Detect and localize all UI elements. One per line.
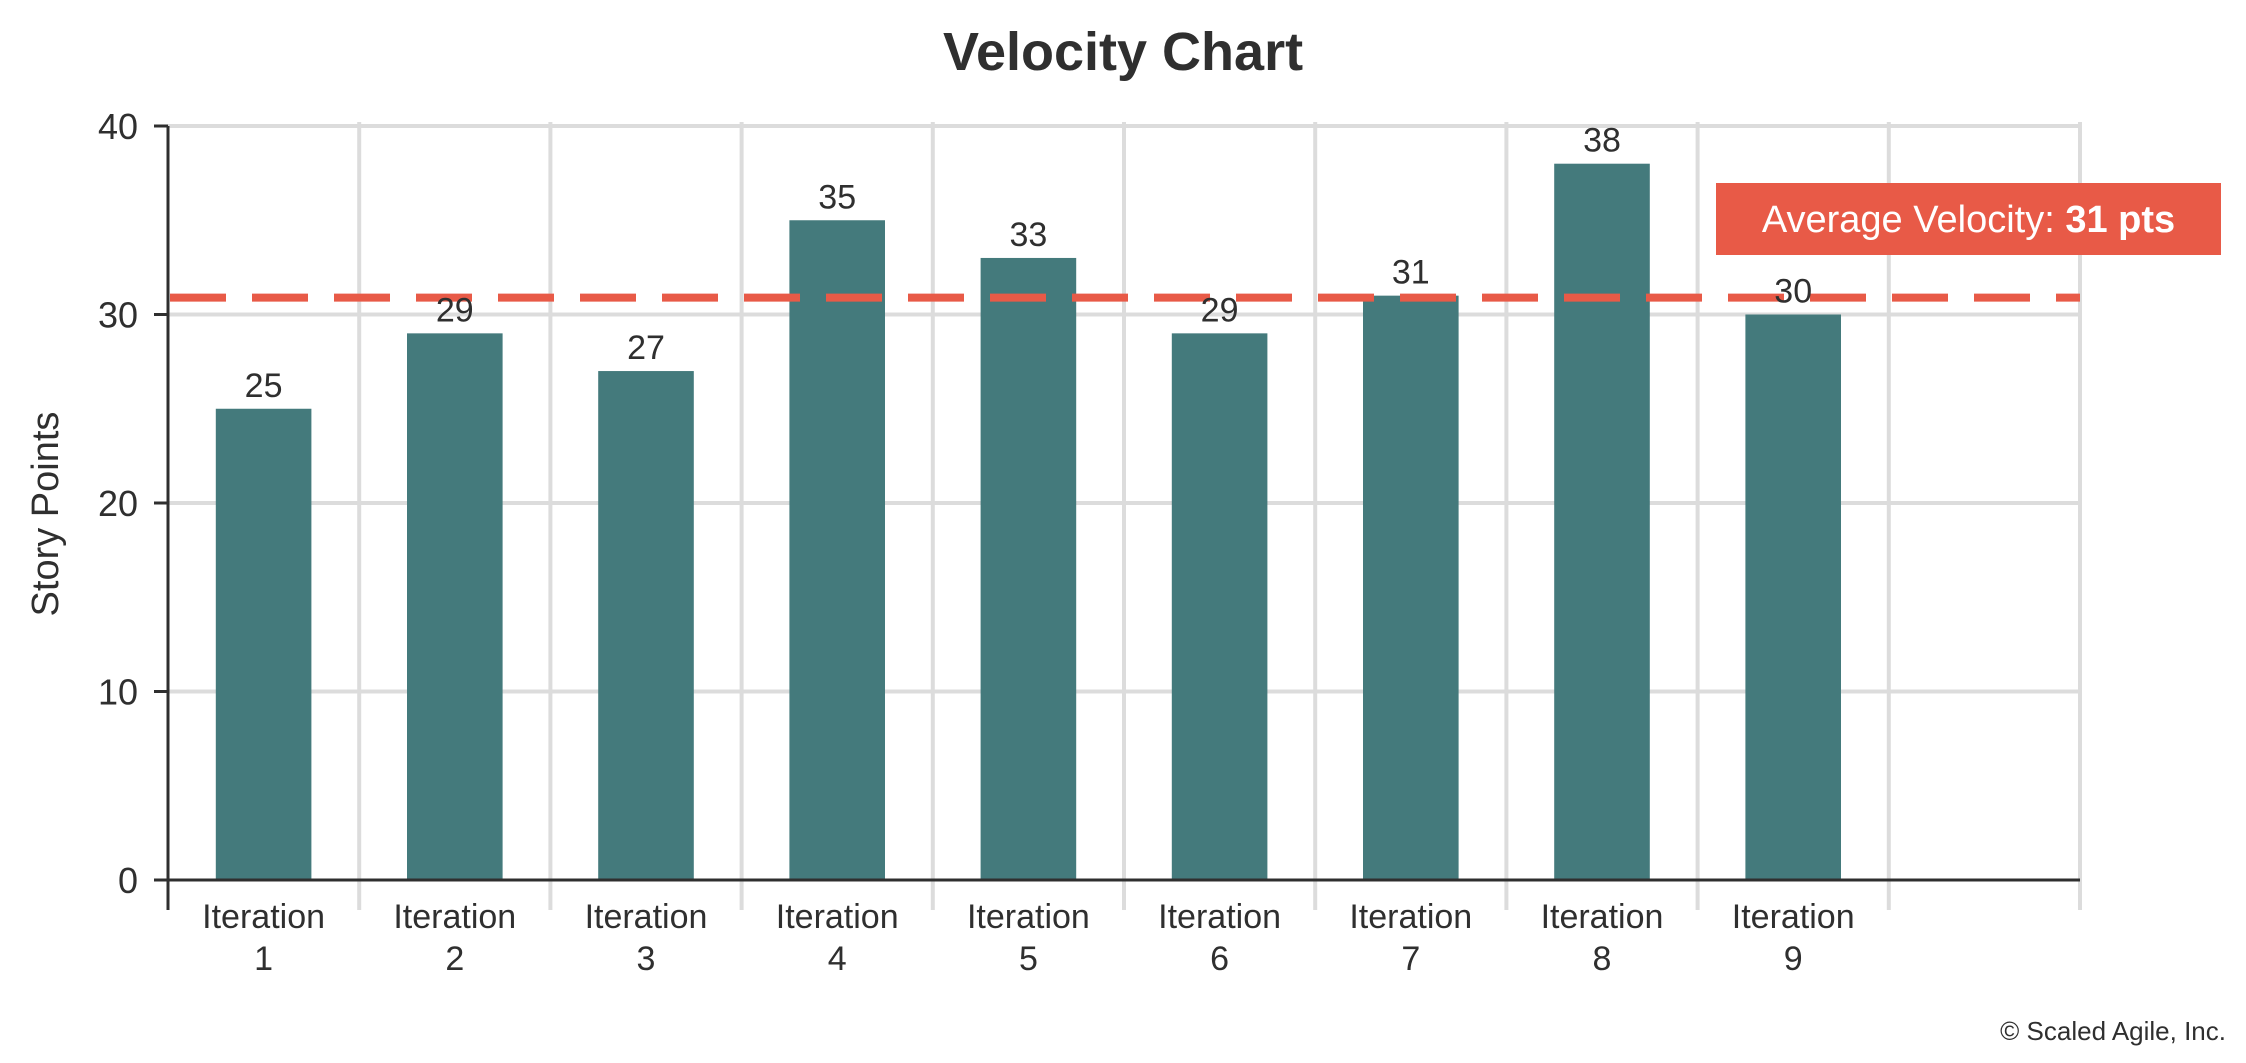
bar-iteration-1 xyxy=(215,408,312,880)
axes xyxy=(154,124,2080,910)
data-label-5: 33 xyxy=(1009,216,1047,254)
bar-iteration-4 xyxy=(789,220,885,880)
y-tick-label-4: 40 xyxy=(98,106,138,147)
bars xyxy=(215,163,1841,881)
copyright-notice: © Scaled Agile, Inc. xyxy=(2000,1016,2226,1046)
data-label-6: 29 xyxy=(1201,291,1239,329)
y-tick-label-1: 10 xyxy=(98,672,138,713)
bar-iteration-2 xyxy=(407,333,503,881)
y-axis-label: Story Points xyxy=(25,412,67,617)
y-tick-label-0: 0 xyxy=(118,860,138,901)
data-label-7: 31 xyxy=(1392,254,1430,292)
bar-iteration-5 xyxy=(980,257,1077,880)
bar-iteration-7 xyxy=(1363,295,1459,880)
data-label-3: 27 xyxy=(627,329,665,367)
data-label-9: 30 xyxy=(1774,273,1812,311)
average-velocity-badge xyxy=(1716,183,2221,255)
x-tick-label-5: Iteration 5 xyxy=(967,898,1090,978)
bar-iteration-3 xyxy=(598,371,694,880)
data-label-4: 35 xyxy=(818,178,856,216)
average-line-layer: Average Velocity: 31 pts xyxy=(170,183,2221,302)
data-label-1: 25 xyxy=(245,367,283,405)
labels: 0 10 20 30 40 25 Iteration 1 29 Iteration 2 27 Itera… xyxy=(98,106,1855,978)
bar-iteration-8 xyxy=(1554,163,1650,880)
chart-title: Velocity Chart xyxy=(943,22,1303,82)
data-label-2: 29 xyxy=(436,291,474,329)
x-tick-label-3: Iteration 3 xyxy=(585,898,708,978)
x-tick-label-8: Iteration 8 xyxy=(1541,898,1664,978)
x-tick-label-2: Iteration 2 xyxy=(393,898,516,978)
x-tick-label-4: Iteration 4 xyxy=(776,898,899,978)
data-label-8: 38 xyxy=(1583,122,1621,160)
x-tick-label-7: Iteration 7 xyxy=(1349,898,1472,978)
x-tick-label-9: Iteration 9 xyxy=(1732,898,1855,978)
y-tick-label-2: 20 xyxy=(98,483,138,524)
y-tick-label-3: 30 xyxy=(98,295,138,336)
average-velocity-label: Average Velocity: 31 pts xyxy=(1762,199,2175,241)
x-tick-label-6: Iteration 6 xyxy=(1158,898,1281,978)
bar-iteration-9 xyxy=(1745,314,1841,880)
x-tick-label-1: Iteration 1 xyxy=(202,898,325,978)
bar-iteration-6 xyxy=(1171,333,1268,881)
